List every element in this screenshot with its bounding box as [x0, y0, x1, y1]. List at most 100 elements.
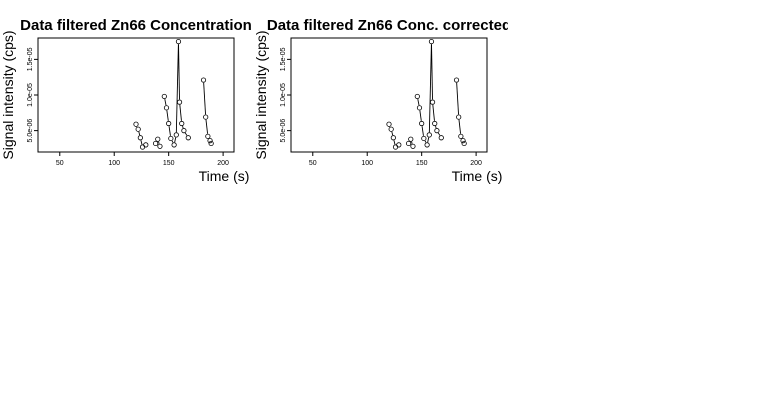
- data-point: [205, 133, 211, 139]
- data-point: [429, 99, 436, 105]
- series-line-segment: [393, 140, 396, 145]
- data-point: [153, 140, 159, 147]
- series-line-segment: [417, 98, 420, 106]
- axis-ticks: 50 100 150 200 5.0e-06 1.0e-05 1.5e-05: [280, 47, 482, 167]
- series-line-segment: [175, 44, 179, 133]
- y-tick-label: 1.0e-05: [27, 83, 34, 107]
- y-tick-label: 5.0e-06: [27, 119, 34, 143]
- data-point: [168, 135, 174, 142]
- series-line-segment: [424, 140, 427, 143]
- x-tick-label: 200: [470, 160, 482, 167]
- series-line-segment: [178, 44, 180, 100]
- data-point: [200, 77, 207, 83]
- data-point: [461, 140, 467, 147]
- data-point: [416, 105, 423, 111]
- series-points: [133, 38, 214, 150]
- series-line-segment: [411, 141, 413, 144]
- x-tick-label: 150: [416, 160, 428, 167]
- series-line-segment: [203, 82, 206, 115]
- data-point: [185, 135, 191, 141]
- data-point: [419, 120, 425, 127]
- data-point: [203, 114, 209, 120]
- series-line-segment: [419, 110, 422, 121]
- data-point: [173, 132, 179, 138]
- chart-title: Data filtered Zn66 Conc. corrected: [267, 17, 508, 34]
- data-point: [414, 93, 420, 100]
- data-point: [428, 38, 435, 45]
- series-lines: [136, 44, 209, 145]
- series-line-segment: [391, 131, 394, 136]
- series-line-segment: [168, 126, 171, 136]
- data-point: [421, 135, 427, 142]
- series-line-segment: [435, 125, 437, 129]
- data-point: [176, 99, 183, 105]
- y-axis-label: Signal intensity (cps): [253, 30, 269, 159]
- series-line-segment: [171, 140, 174, 143]
- x-axis-label: Time (s): [199, 168, 250, 184]
- series-line-segment: [456, 82, 459, 115]
- x-tick-label: 50: [56, 160, 64, 167]
- data-point: [460, 138, 466, 144]
- zn66-conc-corrected-chart: Data filtered Zn66 Conc. corrected Time …: [253, 17, 511, 184]
- data-point: [426, 132, 432, 138]
- data-point: [390, 135, 396, 141]
- data-point: [179, 120, 185, 127]
- series-lines: [389, 44, 462, 145]
- data-point: [434, 128, 440, 134]
- data-point: [135, 126, 141, 132]
- series-line-segment: [158, 141, 160, 144]
- data-point: [410, 143, 416, 149]
- data-point: [181, 128, 187, 134]
- data-point: [175, 38, 182, 45]
- series-points: [386, 38, 467, 150]
- data-point: [396, 142, 402, 148]
- data-point: [456, 114, 462, 120]
- data-point: [408, 136, 414, 142]
- x-tick-label: 200: [217, 160, 229, 167]
- series-line-segment: [184, 132, 188, 136]
- x-tick-label: 50: [309, 160, 317, 167]
- data-point: [171, 142, 177, 148]
- series-line-segment: [166, 110, 169, 121]
- series-line-segment: [179, 104, 182, 121]
- y-axis-label: Signal intensity (cps): [0, 30, 16, 159]
- data-point: [155, 136, 161, 142]
- data-point: [207, 138, 213, 144]
- data-point: [438, 135, 444, 141]
- data-point: [137, 135, 143, 141]
- series-line-segment: [432, 104, 435, 121]
- chart-panel-2: Data filtered Zn66 Conc. corrected Time …: [253, 0, 511, 195]
- data-point: [157, 143, 163, 149]
- series-line-segment: [437, 132, 441, 136]
- series-line-segment: [182, 125, 184, 129]
- data-point: [388, 126, 394, 132]
- data-point: [432, 120, 438, 127]
- y-tick-label: 5.0e-06: [280, 119, 287, 143]
- data-point: [143, 142, 149, 148]
- series-line-segment: [428, 44, 432, 133]
- series-line-segment: [138, 131, 141, 136]
- x-axis-label: Time (s): [452, 168, 503, 184]
- zn66-concentration-chart: Data filtered Zn66 Concentration Time (s…: [0, 17, 252, 184]
- chart-panel-1: Data filtered Zn66 Concentration Time (s…: [0, 0, 255, 195]
- series-line-segment: [427, 137, 430, 143]
- data-point: [161, 93, 167, 100]
- series-line-segment: [205, 119, 209, 134]
- series-line-segment: [174, 137, 177, 143]
- data-point: [163, 105, 170, 111]
- data-point: [133, 121, 139, 127]
- data-point: [208, 140, 214, 147]
- chart-title: Data filtered Zn66 Concentration: [20, 17, 252, 34]
- series-line-segment: [140, 140, 143, 145]
- x-tick-label: 100: [108, 160, 120, 167]
- axis-ticks: 50 100 150 200 5.0e-06 1.0e-05 1.5e-05: [27, 47, 229, 167]
- series-line-segment: [421, 126, 424, 136]
- data-point: [386, 121, 392, 127]
- y-tick-label: 1.0e-05: [280, 83, 287, 107]
- x-tick-label: 150: [163, 160, 175, 167]
- data-point: [166, 120, 172, 127]
- y-tick-label: 1.5e-05: [280, 47, 287, 71]
- y-tick-label: 1.5e-05: [27, 47, 34, 71]
- data-point: [453, 77, 460, 83]
- series-line-segment: [164, 98, 167, 106]
